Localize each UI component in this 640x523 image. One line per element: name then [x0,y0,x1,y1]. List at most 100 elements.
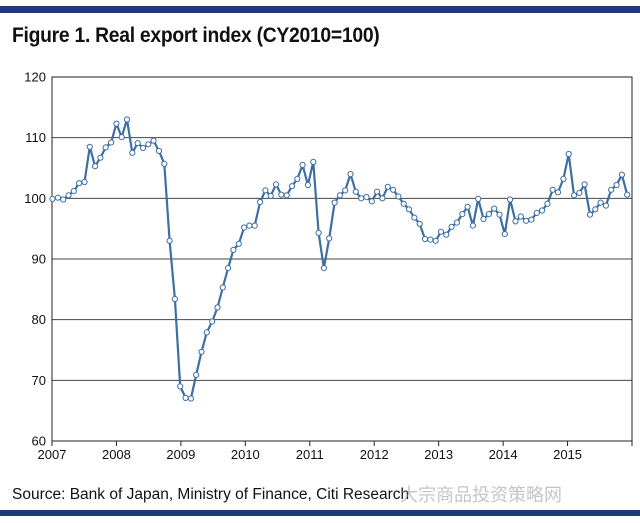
data-point [501,231,508,238]
y-tick-label: 100 [24,191,46,206]
data-point [390,186,397,193]
data-point [108,139,115,146]
data-point [443,231,450,238]
x-tick-label: 2008 [102,447,131,462]
data-point [528,216,535,223]
data-point [523,217,530,224]
data-point [187,395,194,402]
data-point [225,265,232,272]
data-point [161,160,168,167]
data-point [411,214,418,221]
y-tick-label: 60 [32,434,46,449]
data-point [203,329,210,336]
data-point [102,144,109,151]
data-point [283,192,290,199]
data-point [299,161,306,169]
data-point [533,209,540,216]
data-point [613,181,620,189]
data-point [123,116,131,123]
data-point [198,348,205,355]
data-point [70,188,77,195]
data-point [416,220,423,227]
data-point [347,171,354,178]
data-point [65,192,72,199]
data-point [336,192,343,199]
data-point [448,223,455,230]
data-point [150,137,157,144]
data-point [517,213,524,220]
x-tick-label: 2007 [38,447,67,462]
grid-layer [52,137,632,381]
data-point [129,149,136,156]
axis-layer: 60 70 80 90 100 110 120 2007 2008 2009 2010 2011 201… [24,70,633,462]
data-point [288,183,296,190]
data-point [60,196,67,203]
data-point [544,200,551,207]
data-point [193,371,200,378]
data-point [570,192,578,199]
data-point [384,183,391,190]
data-point [76,180,83,187]
y-tick-label: 110 [25,130,46,145]
data-point [214,304,221,311]
data-point [475,195,482,202]
watermark: 大宗商品投资策略网 [400,485,562,506]
x-tick-label: 2014 [489,447,518,462]
top-rule [0,6,640,13]
data-point [549,186,556,193]
data-point [134,140,141,147]
y-tick-label: 70 [32,373,46,388]
x-tick-label: 2012 [360,447,389,462]
y-tick-label: 120 [24,70,46,85]
data-point [166,237,173,244]
data-point [554,189,562,196]
data-point [480,215,487,223]
data-point [427,236,434,243]
bottom-rule [0,510,640,516]
data-point [315,229,322,236]
data-point [177,383,184,390]
data-point [92,163,99,170]
chart-title: Figure 1. Real export index (CY2010=100) [12,24,380,47]
data-point [618,171,626,178]
data-point [219,284,226,291]
plot-frame [51,76,633,442]
data-point [182,394,189,401]
x-tick-label: 2015 [553,447,582,462]
data-point [272,181,280,188]
data-point [592,206,599,213]
y-tick-label: 80 [32,312,46,327]
data-point [304,181,311,189]
data-point [171,295,178,303]
x-tick-label: 2011 [296,447,324,462]
data-point [586,211,594,218]
data-point [209,318,216,325]
data-point [363,194,370,201]
data-point [241,224,248,231]
data-point [235,240,242,247]
data-point [326,235,333,242]
data-point [352,188,359,195]
data-point [331,199,338,206]
data-point [400,200,407,207]
data-point [485,211,492,218]
data-point [496,211,503,218]
data-point [257,198,264,206]
data-point [453,219,460,226]
data-point [464,203,471,210]
data-point [491,205,498,212]
data-point [608,186,615,193]
data-point [262,187,269,194]
y-tick-label: 90 [32,252,46,267]
data-point [512,218,519,225]
data-point [437,228,445,235]
data-point [597,199,604,206]
data-point [368,198,375,205]
data-point [576,189,583,196]
data-point [320,265,327,272]
data-point [246,222,253,229]
data-point [86,143,93,150]
x-tick-label: 2013 [424,447,453,462]
data-point [49,195,56,202]
